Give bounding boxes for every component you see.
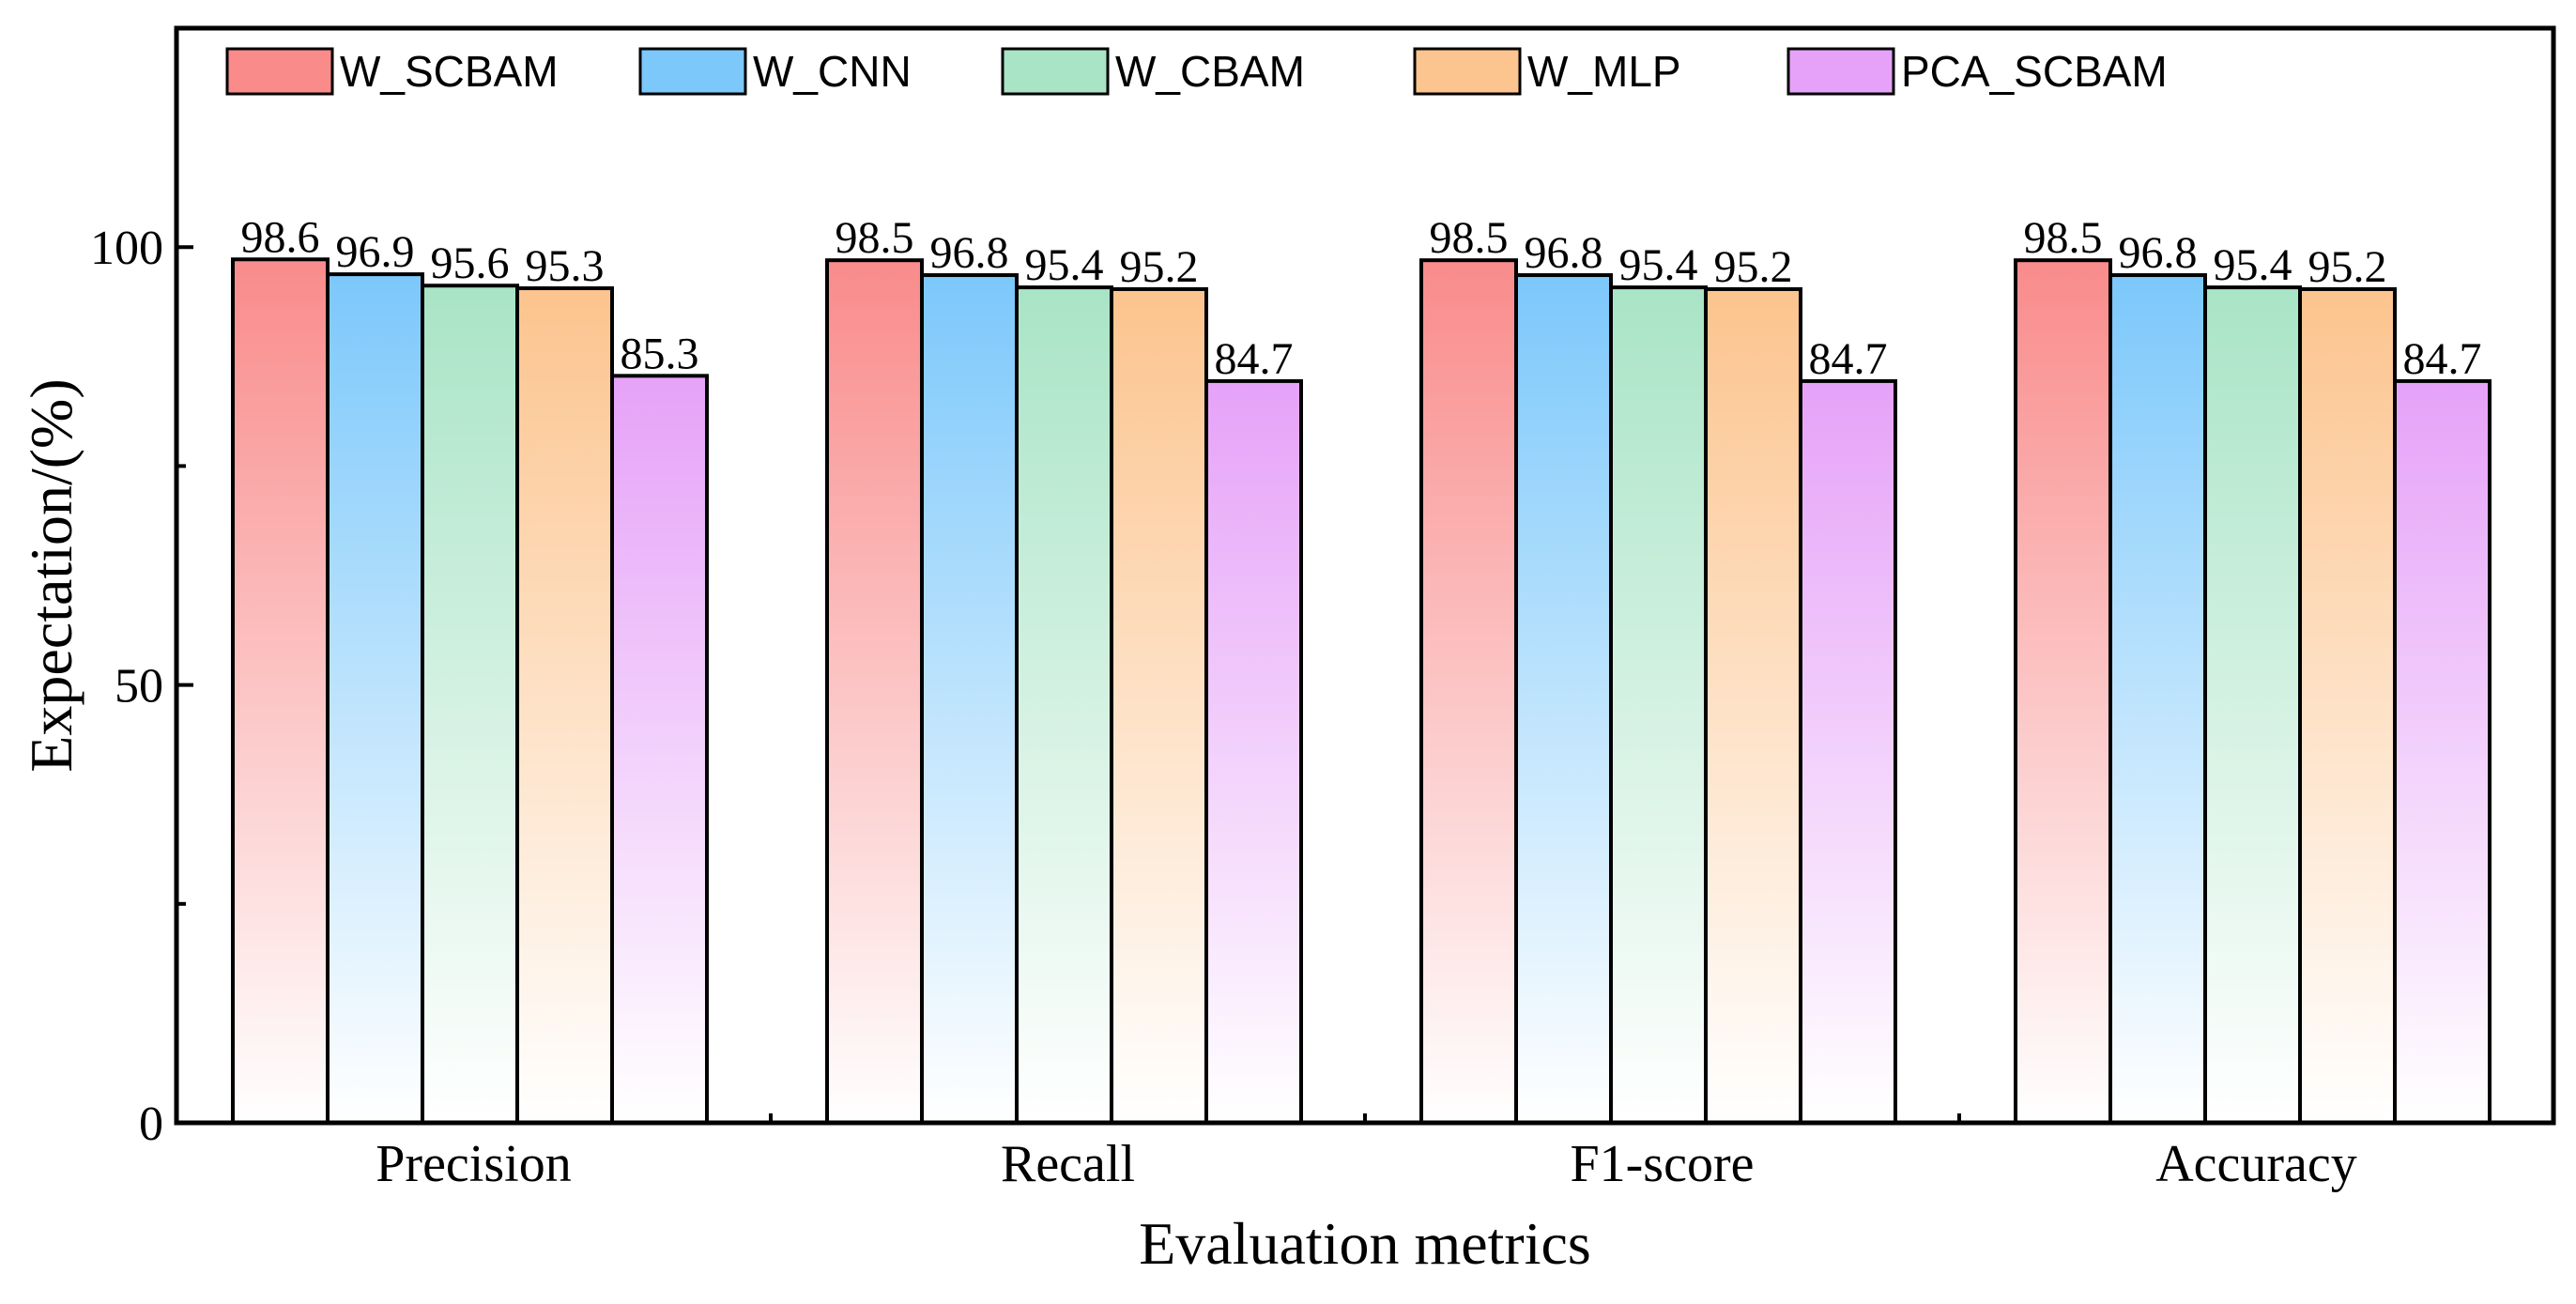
y-tick-label-50: 50 <box>115 660 163 713</box>
y-tick-label-100: 100 <box>90 222 163 275</box>
bar-w-mlp-precision <box>515 286 614 1125</box>
bar-w-cnn-recall <box>920 273 1019 1125</box>
bar-w-cnn-accuracy <box>2108 273 2207 1125</box>
bar-w-mlp-accuracy <box>2298 286 2397 1125</box>
legend-item-w-scbam: W_SCBAM <box>225 47 559 96</box>
bar-w-cbam-recall <box>1015 285 1113 1125</box>
legend-swatch-w-mlp <box>1413 47 1522 96</box>
bars-layer <box>231 257 2492 1125</box>
legend-swatch-w-scbam <box>225 47 334 96</box>
y-tick-label-0: 0 <box>139 1097 163 1151</box>
bar-w-cbam-accuracy <box>2203 285 2302 1125</box>
legend-item-pca-scbam: PCA_SCBAM <box>1786 47 2168 96</box>
legend-label-w-cbam: W_CBAM <box>1115 47 1305 96</box>
y-axis-title: Expectation/(%) <box>18 378 84 772</box>
bar-w-mlp-recall <box>1110 286 1208 1125</box>
bar-w-mlp-f1-score <box>1704 286 1802 1125</box>
data-label-w-mlp-f1-score: 95.2 <box>1714 242 1793 292</box>
data-label-w-mlp-precision: 95.3 <box>526 241 605 291</box>
legend-swatch-w-cnn <box>638 47 747 96</box>
data-label-w-scbam-recall: 98.5 <box>836 213 914 263</box>
bar-w-scbam-accuracy <box>2014 258 2112 1125</box>
data-label-w-scbam-f1-score: 98.5 <box>1430 213 1509 263</box>
legend-item-w-cbam: W_CBAM <box>1001 47 1305 96</box>
x-tick-label-f1-score: F1-score <box>1571 1135 1755 1193</box>
x-axis-title: Evaluation metrics <box>1139 1210 1591 1277</box>
bar-w-cbam-precision <box>421 284 519 1125</box>
data-label-w-cnn-recall: 96.8 <box>930 228 1009 278</box>
data-label-w-cbam-accuracy: 95.4 <box>2214 240 2292 290</box>
bar-pca-scbam-f1-score <box>1799 378 1897 1125</box>
data-labels-layer: 98.6 96.9 95.6 95.3 85.3 98.5 96.8 95.4 95.2 84.7… <box>241 212 2482 384</box>
data-label-w-cbam-f1-score: 95.4 <box>1619 240 1698 290</box>
data-label-w-scbam-precision: 98.6 <box>241 212 320 262</box>
bar-w-cnn-precision <box>326 272 424 1125</box>
legend-item-w-mlp: W_MLP <box>1413 47 1681 96</box>
x-tick-label-accuracy: Accuracy <box>2155 1135 2357 1193</box>
data-label-pca-scbam-f1-score: 84.7 <box>1809 334 1888 384</box>
legend: W_SCBAM W_CNN W_CBAM W_MLP PCA_SCBAM <box>225 47 2168 96</box>
data-label-w-mlp-accuracy: 95.2 <box>2308 242 2387 292</box>
bar-w-scbam-precision <box>231 257 330 1125</box>
legend-swatch-w-cbam <box>1001 47 1110 96</box>
data-label-w-mlp-recall: 95.2 <box>1120 242 1199 292</box>
bar-w-cnn-f1-score <box>1514 273 1613 1125</box>
axis-ticks: 0 50 100 Precision Recall F1-score Accuracy <box>90 26 2357 1193</box>
bar-pca-scbam-recall <box>1204 378 1303 1125</box>
bar-w-scbam-recall <box>825 258 924 1125</box>
data-label-pca-scbam-accuracy: 84.7 <box>2403 334 2482 384</box>
data-label-w-cnn-f1-score: 96.8 <box>1525 228 1603 278</box>
bar-pca-scbam-accuracy <box>2393 378 2492 1125</box>
data-label-w-cnn-accuracy: 96.8 <box>2119 228 2198 278</box>
legend-label-w-scbam: W_SCBAM <box>340 47 559 96</box>
legend-label-pca-scbam: PCA_SCBAM <box>1901 47 2168 96</box>
bar-w-cbam-f1-score <box>1609 285 1708 1125</box>
x-tick-label-recall: Recall <box>1001 1135 1135 1193</box>
bar-pca-scbam-precision <box>610 374 709 1125</box>
legend-swatch-pca-scbam <box>1786 47 1895 96</box>
legend-item-w-cnn: W_CNN <box>638 47 912 96</box>
x-tick-label-precision: Precision <box>376 1135 571 1193</box>
data-label-pca-scbam-precision: 85.3 <box>621 329 699 378</box>
data-label-pca-scbam-recall: 84.7 <box>1215 334 1294 384</box>
data-label-w-cbam-precision: 95.6 <box>431 238 510 288</box>
data-label-w-scbam-accuracy: 98.5 <box>2024 213 2103 263</box>
legend-label-w-cnn: W_CNN <box>753 47 912 96</box>
data-label-w-cbam-recall: 95.4 <box>1025 240 1104 290</box>
data-label-w-cnn-precision: 96.9 <box>336 227 415 277</box>
legend-label-w-mlp: W_MLP <box>1527 47 1681 96</box>
bar-w-scbam-f1-score <box>1419 258 1518 1125</box>
